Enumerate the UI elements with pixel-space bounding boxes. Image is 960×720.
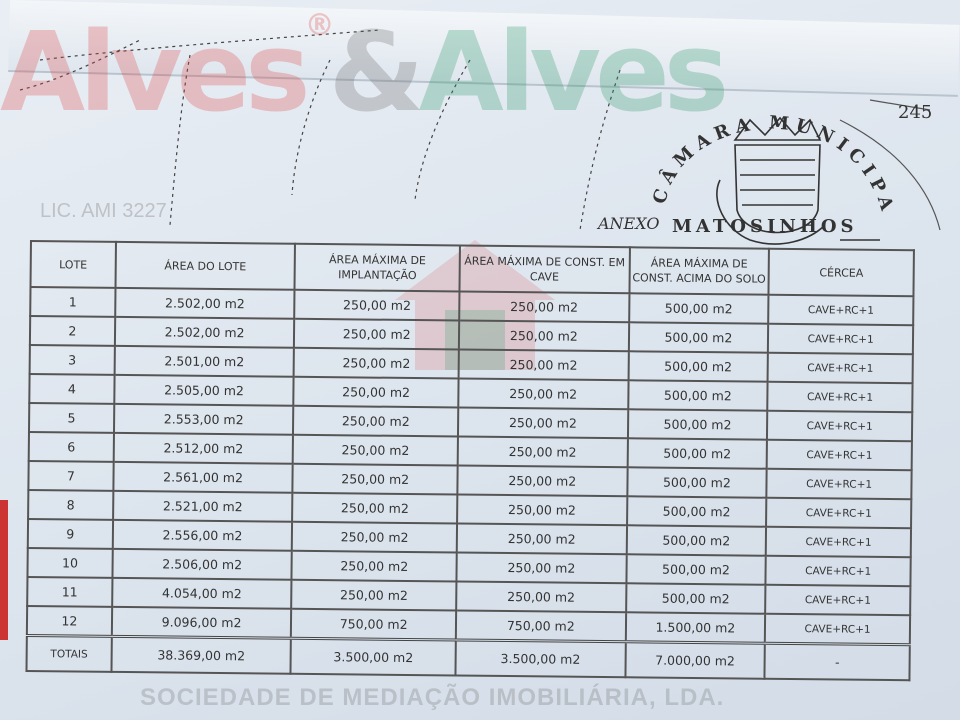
header-area-solo: ÁREA MÁXIMA DE CONST. ACIMA DO SOLO [629, 247, 770, 295]
page-number: 245 [898, 102, 933, 123]
area-solo: 500,00 m2 [626, 554, 766, 585]
cercea: CAVE+RC+1 [766, 439, 912, 471]
lote-number: 11 [27, 576, 113, 607]
area-lote: 2.502,00 m2 [115, 287, 295, 319]
area-implantacao: 250,00 m2 [293, 376, 459, 408]
header-cercea: CÉRCEA [768, 248, 914, 297]
area-lote: 2.505,00 m2 [114, 374, 294, 406]
area-cave: 250,00 m2 [458, 378, 629, 410]
lote-number: 6 [28, 431, 114, 462]
area-solo: 1.500,00 m2 [625, 612, 766, 644]
area-cave: 250,00 m2 [457, 465, 628, 497]
total-cercea: - [764, 643, 910, 681]
cercea: CAVE+RC+1 [767, 352, 913, 384]
area-cave: 250,00 m2 [458, 320, 629, 352]
area-cave: 250,00 m2 [456, 581, 627, 613]
area-lote: 2.521,00 m2 [112, 490, 293, 522]
area-implantacao: 750,00 m2 [291, 608, 457, 640]
handwritten-annex-note: ANEXO [598, 214, 660, 233]
cercea: CAVE+RC+1 [765, 613, 911, 645]
lots-table: LOTE ÁREA DO LOTE ÁREA MÁXIMA DE IMPLANT… [25, 240, 914, 681]
area-solo: 500,00 m2 [626, 496, 767, 527]
total-cave: 3.500,00 m2 [455, 639, 626, 678]
area-solo: 500,00 m2 [628, 293, 769, 324]
lote-number: 2 [29, 316, 116, 346]
cercea: CAVE+RC+1 [765, 555, 911, 587]
lote-number: 9 [27, 518, 113, 549]
area-implantacao: 250,00 m2 [292, 463, 458, 495]
area-cave: 250,00 m2 [456, 552, 627, 584]
area-lote: 2.561,00 m2 [113, 461, 294, 493]
area-lote: 2.502,00 m2 [114, 316, 295, 348]
cercea: CAVE+RC+1 [768, 294, 914, 326]
header-area-cave: ÁREA MÁXIMA DE CONST. EM CAVE [459, 245, 630, 294]
cercea: CAVE+RC+1 [767, 381, 913, 413]
lote-number: 12 [26, 605, 112, 637]
area-lote: 2.556,00 m2 [112, 519, 293, 551]
area-implantacao: 250,00 m2 [292, 521, 458, 553]
lote-number: 10 [27, 547, 113, 578]
area-cave: 250,00 m2 [457, 436, 628, 468]
header-area-lote: ÁREA DO LOTE [115, 241, 296, 290]
area-implantacao: 250,00 m2 [293, 347, 459, 379]
municipal-coat-of-arms-icon [716, 116, 880, 245]
area-cave: 250,00 m2 [459, 291, 630, 323]
stamp-town-text: MATOSINHOS [672, 216, 858, 237]
cercea: CAVE+RC+1 [768, 323, 914, 355]
background-edge [0, 500, 8, 640]
cercea: CAVE+RC+1 [766, 497, 912, 529]
area-solo: 500,00 m2 [628, 351, 769, 382]
lote-number: 7 [28, 460, 114, 491]
cercea: CAVE+RC+1 [765, 584, 911, 616]
area-solo: 500,00 m2 [625, 583, 766, 614]
lote-number: 8 [28, 489, 114, 520]
lote-number: 5 [28, 403, 115, 433]
area-cave: 250,00 m2 [458, 349, 629, 381]
area-implantacao: 250,00 m2 [293, 434, 458, 466]
cercea: CAVE+RC+1 [766, 468, 912, 500]
area-implantacao: 250,00 m2 [291, 550, 457, 582]
area-cave: 250,00 m2 [456, 523, 627, 555]
area-lote: 4.054,00 m2 [111, 577, 292, 609]
stamp-top-text: CÂMARA MUNICIPAL [0, 0, 893, 219]
area-lote: 2.501,00 m2 [114, 345, 295, 377]
lote-number: 3 [29, 345, 115, 375]
total-implantacao: 3.500,00 m2 [290, 638, 456, 676]
cercea: CAVE+RC+1 [765, 526, 912, 558]
area-cave: 250,00 m2 [457, 407, 628, 439]
total-area-lote: 38.369,00 m2 [111, 636, 292, 674]
lote-number: 1 [30, 287, 116, 317]
area-solo: 500,00 m2 [627, 409, 768, 440]
svg-text:CÂMARA MUNICIPAL: CÂMARA MUNICIPAL [0, 0, 899, 219]
lote-number: 4 [29, 374, 115, 404]
area-solo: 500,00 m2 [627, 380, 768, 411]
area-lote: 2.553,00 m2 [113, 403, 294, 435]
cercea: CAVE+RC+1 [767, 410, 913, 442]
area-implantacao: 250,00 m2 [292, 492, 458, 524]
totals-label: TOTAIS [26, 635, 112, 672]
lots-table-container: LOTE ÁREA DO LOTE ÁREA MÁXIMA DE IMPLANT… [25, 240, 914, 681]
area-lote: 9.096,00 m2 [111, 606, 292, 639]
area-cave: 750,00 m2 [455, 610, 626, 642]
area-cave: 250,00 m2 [457, 494, 627, 526]
area-lote: 2.506,00 m2 [112, 548, 293, 580]
header-area-implantacao: ÁREA MÁXIMA DE IMPLANTAÇÃO [294, 243, 460, 292]
area-solo: 500,00 m2 [627, 438, 768, 469]
header-lote: LOTE [30, 241, 116, 288]
area-lote: 2.512,00 m2 [113, 432, 294, 464]
area-implantacao: 250,00 m2 [291, 579, 457, 611]
area-solo: 500,00 m2 [626, 467, 767, 498]
area-solo: 500,00 m2 [628, 322, 769, 353]
area-solo: 500,00 m2 [626, 525, 767, 556]
area-implantacao: 250,00 m2 [293, 405, 459, 437]
total-solo: 7.000,00 m2 [625, 641, 766, 679]
area-implantacao: 250,00 m2 [294, 318, 460, 350]
area-implantacao: 250,00 m2 [294, 289, 460, 321]
